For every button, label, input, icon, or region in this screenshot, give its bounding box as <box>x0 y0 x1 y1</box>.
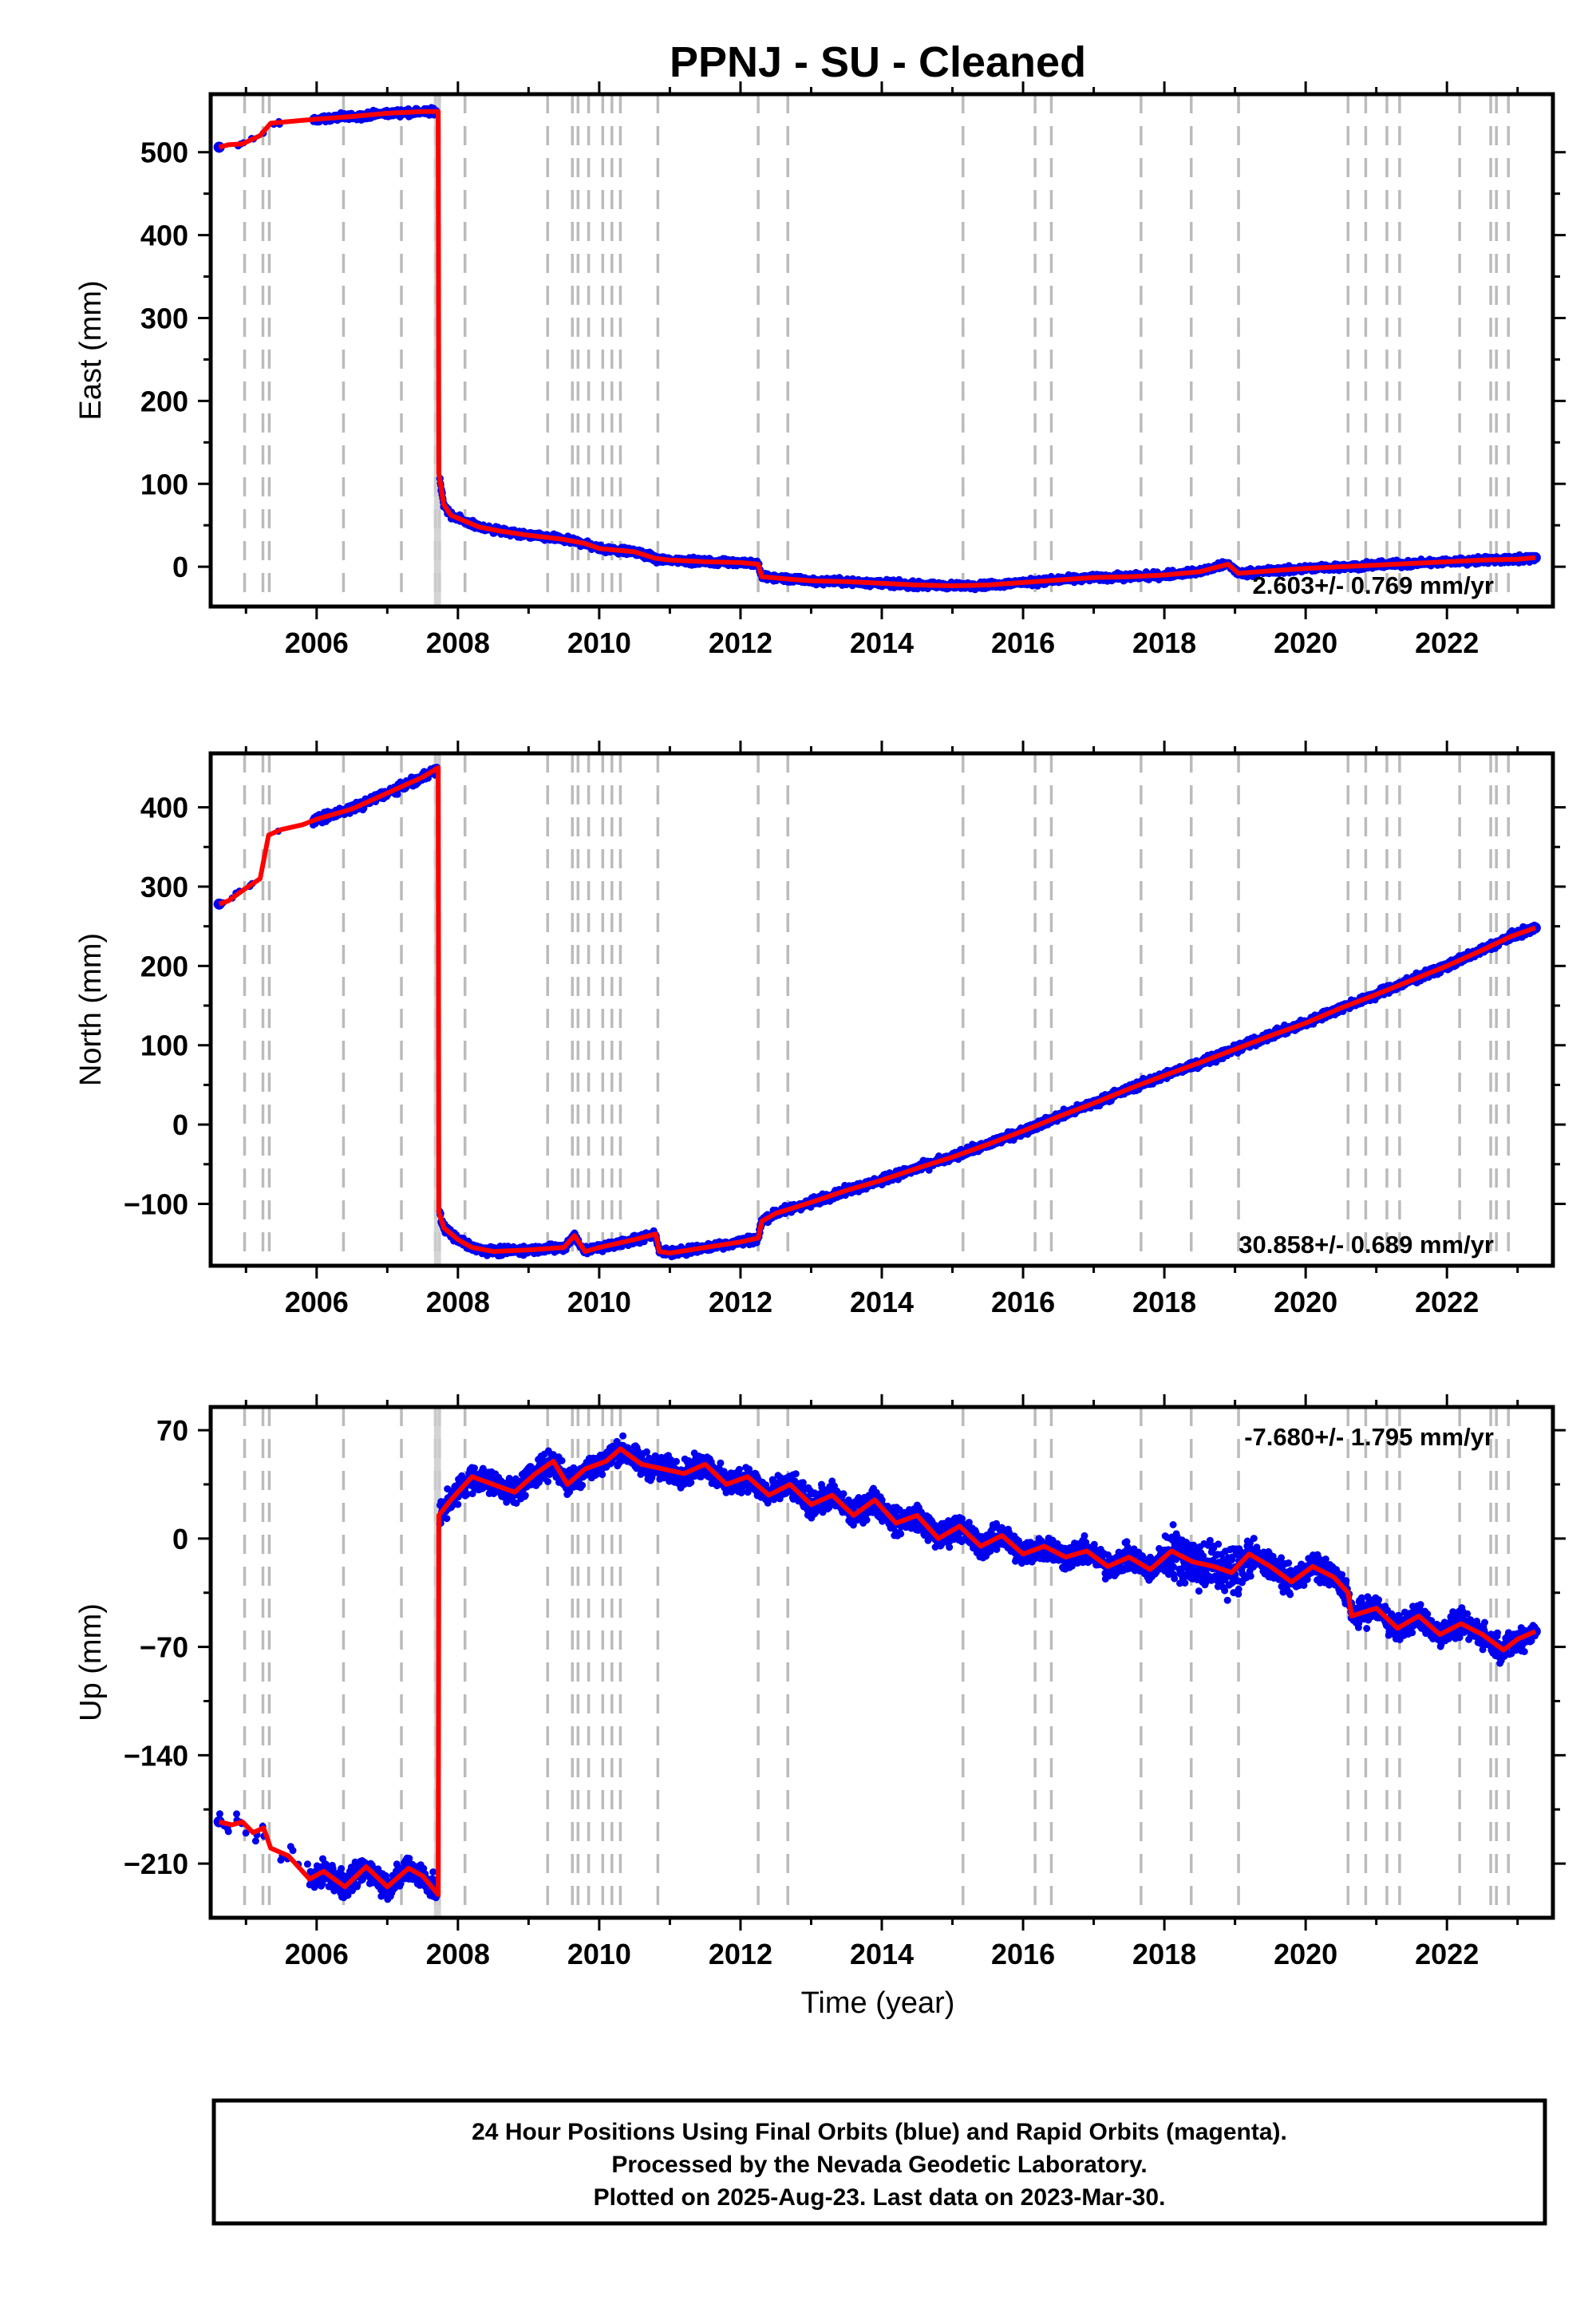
x-tick-label: 2010 <box>567 1938 631 1970</box>
east-panel: 2006 2008 2010 2012 2014 2016 2018 2020 2022 0 100… <box>74 81 1566 659</box>
x-tick-label: 2008 <box>426 1938 490 1970</box>
scatter-points <box>219 763 1539 1261</box>
x-tick-label: 2008 <box>426 1286 490 1318</box>
y-tick-label: 400 <box>140 792 188 824</box>
x-tick-label: 2012 <box>709 1286 772 1318</box>
y-tick-label: −210 <box>124 1848 188 1880</box>
y-tick-label: 400 <box>140 219 188 252</box>
y-tick-label: 0 <box>172 1523 188 1555</box>
x-tick-label: 2018 <box>1132 1938 1196 1970</box>
offset-lines <box>243 94 1510 607</box>
x-tick-label: 2020 <box>1274 1286 1337 1318</box>
y-tick-label: 300 <box>140 302 188 334</box>
plot-frame <box>208 92 1555 609</box>
x-tick-label: 2014 <box>850 626 914 659</box>
footer-box <box>211 2098 1547 2226</box>
footer-line-3: Plotted on 2025-Aug-23. Last data on 202… <box>594 2184 1166 2211</box>
x-tick-label: 2014 <box>850 1286 914 1318</box>
x-tick-label: 2016 <box>991 1938 1055 1970</box>
up-panel: 2006 2008 2010 2012 2014 2016 2018 2020 2022 70 0 −… <box>74 1394 1566 1970</box>
model-line <box>218 765 1536 1256</box>
model-line <box>218 1446 1537 1897</box>
y-tick-label: 0 <box>172 551 188 583</box>
x-tick-label: 2006 <box>285 1938 349 1970</box>
x-tick-label: 2010 <box>567 626 631 659</box>
y-tick-label: 100 <box>140 1030 188 1062</box>
y-tick-label: 200 <box>140 385 188 417</box>
x-tick-label: 2016 <box>991 1286 1055 1318</box>
x-tick-label: 2008 <box>426 626 490 659</box>
final-orbits-points <box>213 104 1541 594</box>
x-tick-label: 2012 <box>709 1938 772 1970</box>
offset-lines <box>243 753 1510 1266</box>
y-tick-label: 100 <box>140 468 188 500</box>
x-tick-label: 2018 <box>1132 626 1196 659</box>
north-panel: 2006 2008 2010 2012 2014 2016 2018 2020 2022 −100… <box>74 741 1566 1318</box>
y-tick-label: 300 <box>140 871 188 903</box>
x-tick-label: 2020 <box>1274 626 1337 659</box>
x-tick-label: 2022 <box>1415 626 1479 659</box>
x-tick-label: 2010 <box>567 1286 631 1318</box>
rate-annotation: -7.680+/- 1.795 mm/yr <box>1244 1423 1494 1451</box>
x-tick-label: 2020 <box>1274 1938 1337 1970</box>
x-tick-label: 2006 <box>285 1286 349 1318</box>
scatter-points <box>234 104 1539 594</box>
rate-annotation: 2.603+/- 0.769 mm/yr <box>1253 571 1494 599</box>
footer-line-2: Processed by the Nevada Geodetic Laborat… <box>611 2152 1147 2178</box>
plot-frame <box>208 1405 1555 1920</box>
x-tick-label: 2022 <box>1415 1286 1479 1318</box>
x-axis-label: Time (year) <box>801 1986 955 2020</box>
y-tick-label: 0 <box>172 1109 188 1141</box>
y-tick-label: −100 <box>124 1188 188 1220</box>
rate-annotation: 30.858+/- 0.689 mm/yr <box>1238 1231 1494 1259</box>
y-tick-label: −140 <box>124 1739 188 1772</box>
final-orbits-points <box>213 763 1541 1261</box>
x-tick-label: 2022 <box>1415 1938 1479 1970</box>
y-tick-label: 200 <box>140 950 188 982</box>
y-tick-label: 500 <box>140 136 188 169</box>
x-tick-label: 2012 <box>709 626 772 659</box>
footer-line-1: 24 Hour Positions Using Final Orbits (bl… <box>472 2119 1287 2145</box>
y-tick-label: −70 <box>140 1631 188 1664</box>
ylabel-east: East (mm) <box>74 280 108 420</box>
offset-lines <box>243 1407 1510 1918</box>
chart-title: PPNJ - SU - Cleaned <box>670 38 1086 86</box>
model-line <box>218 109 1536 588</box>
x-tick-label: 2016 <box>991 626 1055 659</box>
x-tick-label: 2014 <box>850 1938 914 1970</box>
x-tick-label: 2006 <box>285 626 349 659</box>
ylabel-north: North (mm) <box>74 933 108 1086</box>
ylabel-up: Up (mm) <box>74 1603 108 1721</box>
y-tick-label: 70 <box>156 1414 188 1447</box>
x-tick-label: 2018 <box>1132 1286 1196 1318</box>
